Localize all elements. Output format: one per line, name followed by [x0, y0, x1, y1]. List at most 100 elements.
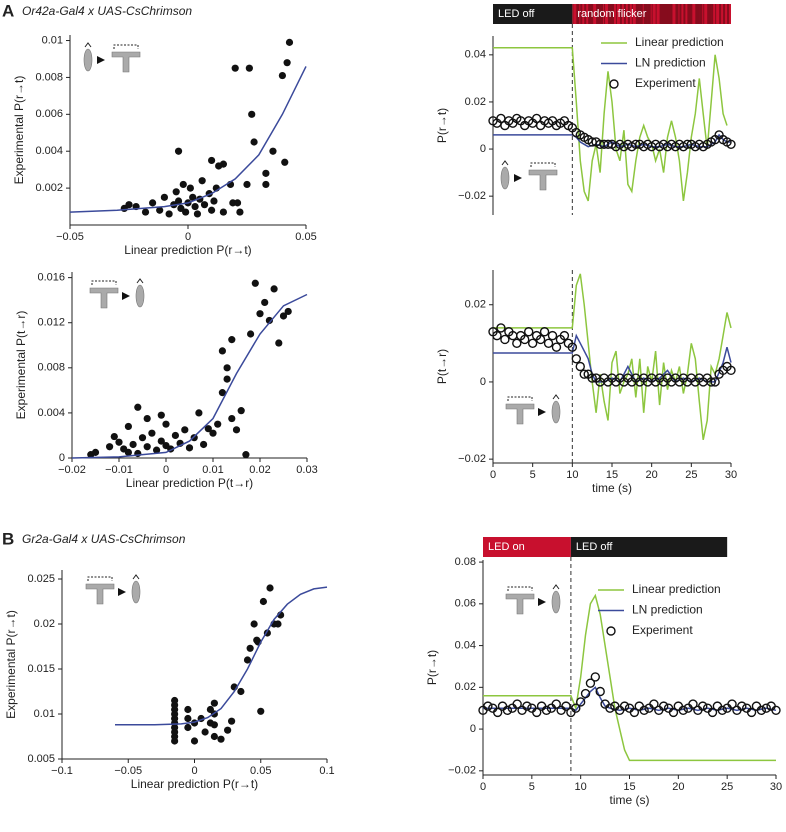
- data-circle: [492, 707, 503, 718]
- flicker-stripe: [687, 4, 692, 24]
- data-point: [189, 193, 197, 201]
- flicker-stripe: [604, 4, 606, 24]
- x-axis-label: Linear prediction P(r→t): [124, 243, 251, 257]
- data-circle: [524, 327, 534, 337]
- data-point: [219, 208, 227, 216]
- data-circle: [532, 707, 542, 718]
- data-point: [278, 71, 286, 80]
- larva-icon: [505, 394, 561, 425]
- data-circle: [541, 705, 552, 715]
- data-point: [182, 208, 190, 216]
- y-tick-label: 0: [480, 376, 486, 388]
- x-tick-label: 5: [530, 469, 536, 481]
- stimulus-label: LED off: [576, 541, 613, 553]
- y-tick-label: −0.02: [448, 765, 476, 777]
- data-point: [259, 597, 267, 606]
- data-point: [143, 414, 151, 423]
- data-point: [124, 448, 132, 456]
- x-tick-label: 0.05: [250, 765, 271, 777]
- data-circle: [527, 338, 538, 349]
- larva-icon: [89, 278, 145, 309]
- larva: [83, 48, 93, 72]
- data-circle: [535, 334, 546, 345]
- data-point: [242, 451, 250, 459]
- x-tick-label: 5: [529, 781, 535, 793]
- flicker-stripe: [647, 4, 651, 24]
- y-tick-label: 0.04: [455, 639, 476, 651]
- flicker-stripe: [619, 4, 622, 24]
- data-point: [237, 407, 245, 415]
- data-point: [165, 210, 173, 218]
- panel-title: Gr2a-Gal4 x UAS-CsChrimson: [22, 532, 186, 546]
- data-circle: [746, 707, 757, 718]
- data-point: [210, 197, 218, 205]
- data-point: [200, 440, 208, 449]
- data-point: [245, 64, 253, 72]
- flicker-stripe: [635, 4, 640, 24]
- larva: [135, 284, 145, 308]
- flicker-stripe: [715, 4, 717, 24]
- data-point: [233, 199, 242, 207]
- data-point: [251, 279, 259, 287]
- x-tick-label: 0: [185, 231, 191, 243]
- flicker-stripe: [683, 4, 686, 24]
- data-point: [198, 177, 206, 185]
- x-tick-label: 20: [672, 781, 684, 793]
- data-point: [218, 347, 226, 355]
- caret: [507, 586, 533, 591]
- series-line: [483, 593, 776, 762]
- data-circle: [649, 699, 659, 709]
- larva-icon: [83, 42, 141, 73]
- data-circle: [579, 369, 589, 379]
- y-tick-label: 0.02: [455, 681, 476, 693]
- flicker-stripe: [584, 4, 587, 24]
- y-axis-label: P(r→t): [435, 108, 449, 143]
- flicker-stripe: [600, 4, 604, 24]
- data-circle: [559, 330, 570, 341]
- series-line: [71, 293, 308, 459]
- legend-swatch: [606, 626, 616, 636]
- flicker-stripe: [643, 4, 648, 24]
- x-tick-label: 0: [480, 781, 486, 793]
- data-point: [281, 158, 289, 166]
- data-point: [270, 285, 278, 293]
- legend-label: Linear prediction: [632, 582, 721, 596]
- data-circle: [580, 688, 591, 699]
- data-point: [223, 364, 231, 372]
- flicker-stripe: [623, 4, 626, 24]
- data-circle: [575, 361, 585, 372]
- data-circle: [678, 705, 688, 715]
- data-circle: [496, 323, 506, 333]
- data-point: [210, 732, 218, 741]
- caret: [84, 42, 92, 48]
- data-point: [210, 699, 218, 707]
- data-point: [262, 180, 270, 189]
- flicker-stripe: [572, 4, 574, 24]
- caret: [530, 162, 556, 167]
- caret: [91, 280, 117, 285]
- flicker-stripe: [612, 4, 614, 24]
- data-circle: [571, 703, 581, 713]
- y-tick-label: 0.008: [37, 362, 65, 374]
- data-point: [190, 737, 199, 745]
- x-tick-label: 0: [163, 464, 169, 476]
- data-point: [204, 425, 212, 433]
- y-tick-label: 0.004: [35, 145, 63, 157]
- data-point: [138, 434, 147, 442]
- y-axis-label: Experimental P(r→t): [4, 610, 18, 719]
- legend-label: Linear prediction: [635, 35, 724, 49]
- data-circle: [619, 701, 630, 711]
- y-tick-label: 0.025: [27, 573, 55, 585]
- data-point: [208, 156, 216, 165]
- data-circle: [771, 705, 781, 715]
- y-tick-label: 0.04: [465, 49, 486, 61]
- y-tick-label: 0.06: [455, 598, 476, 610]
- panel-label: A: [2, 1, 14, 20]
- data-point: [184, 705, 192, 714]
- data-point: [218, 389, 226, 397]
- y-tick-label: 0: [480, 143, 486, 155]
- x-tick-label: 25: [685, 469, 697, 481]
- flicker-stripe: [588, 4, 593, 24]
- data-point: [160, 193, 168, 201]
- data-point: [171, 696, 179, 705]
